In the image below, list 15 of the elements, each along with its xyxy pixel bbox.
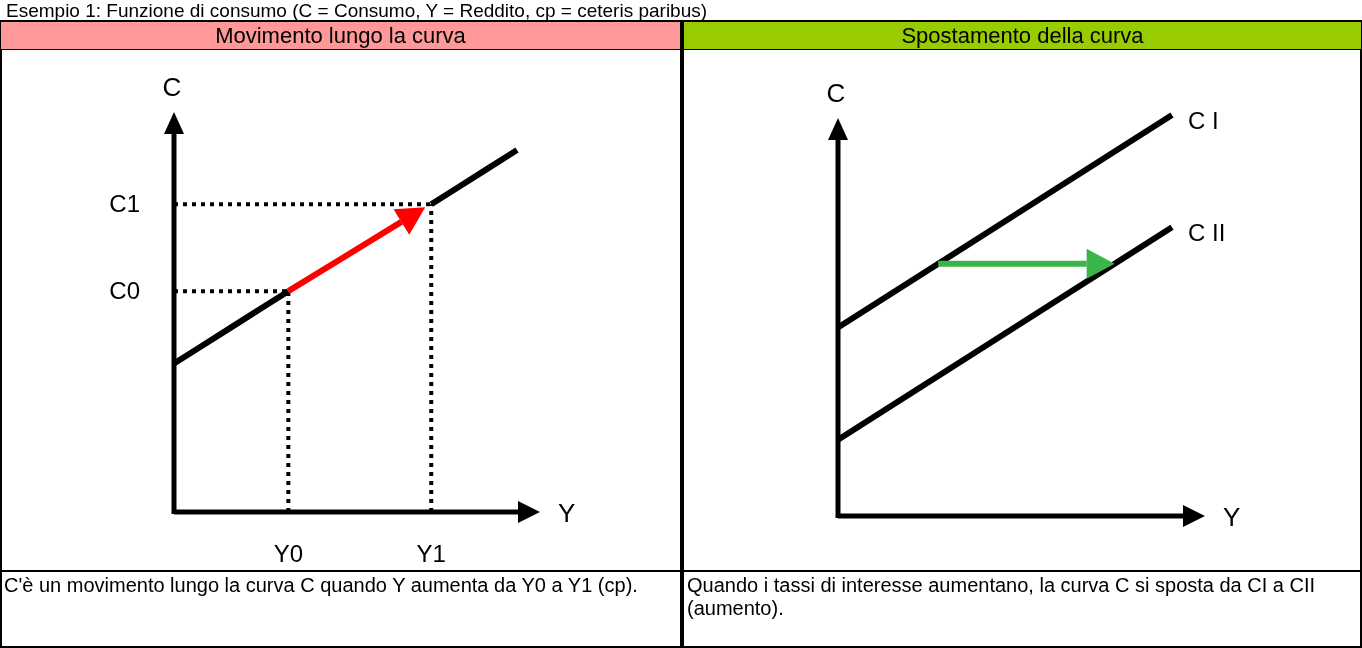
y-axis-title: C xyxy=(826,78,846,108)
x-tick-label: Y1 xyxy=(416,540,446,567)
chart-title: Esempio 1: Funzione di consumo (C = Consumo, Y = Reddito, cp = ceteris paribus) xyxy=(6,0,708,21)
x-tick-label: Y0 xyxy=(273,540,304,567)
ref-line-label: C0 xyxy=(109,277,140,305)
ref-line-label: C1 xyxy=(109,190,140,218)
series-label: C II xyxy=(1188,219,1226,247)
series-label: C I xyxy=(1188,107,1219,134)
x-axis-title: Y xyxy=(558,498,576,528)
text: Quando i tassi di interesse aumentano, la curva C si sposta da CI a CII (aumento). xyxy=(687,574,1317,620)
chart-title: Spostamento della curva xyxy=(901,23,1145,48)
y-axis-title: C xyxy=(162,72,182,102)
chart-subtitle: Movimento lungo la curva xyxy=(215,23,467,48)
x-axis-title: Y xyxy=(1223,502,1241,532)
text: C'è un movimento lungo la curva C quando Y aumenta da Y0 a Y1 (cp). xyxy=(4,574,639,597)
